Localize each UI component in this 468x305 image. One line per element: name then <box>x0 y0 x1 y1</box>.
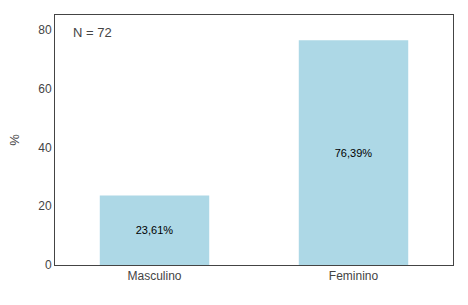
svg-text:40: 40 <box>38 141 52 155</box>
svg-text:76,39%: 76,39% <box>335 147 373 159</box>
svg-text:Masculino: Masculino <box>127 269 181 283</box>
svg-text:23,61%: 23,61% <box>136 224 174 236</box>
svg-text:%: % <box>7 134 22 146</box>
svg-text:0: 0 <box>45 258 52 272</box>
svg-text:Feminino: Feminino <box>329 269 379 283</box>
svg-text:60: 60 <box>38 82 52 96</box>
svg-text:80: 80 <box>38 23 52 37</box>
svg-text:N = 72: N = 72 <box>73 25 112 40</box>
svg-text:20: 20 <box>38 199 52 213</box>
